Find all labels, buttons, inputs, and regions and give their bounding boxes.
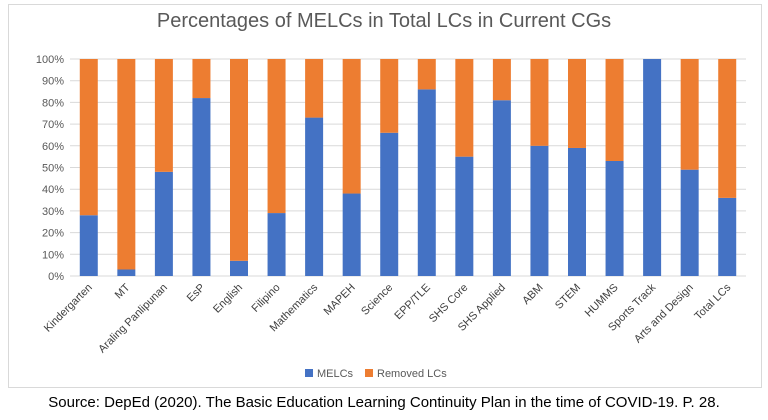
bar-removed-lcs bbox=[380, 59, 399, 133]
bar-melcs bbox=[455, 156, 474, 276]
bar-removed-lcs bbox=[417, 59, 436, 90]
bar-melcs bbox=[342, 193, 361, 276]
x-category-label: Science bbox=[359, 282, 395, 318]
bar-melcs bbox=[192, 98, 211, 276]
x-category-label: Total LCs bbox=[692, 281, 733, 322]
x-category-label: HUMMS bbox=[583, 282, 621, 320]
x-category-label: STEM bbox=[553, 282, 583, 312]
bar-melcs bbox=[79, 215, 98, 276]
bar-melcs bbox=[718, 197, 737, 276]
bar-removed-lcs bbox=[718, 59, 737, 198]
y-tick-label: 60% bbox=[42, 141, 64, 153]
legend: MELCs Removed LCs bbox=[305, 368, 447, 380]
y-tick-label: 40% bbox=[42, 184, 64, 196]
bar-removed-lcs bbox=[530, 59, 549, 146]
bar-melcs bbox=[492, 100, 511, 276]
bar-melcs bbox=[154, 171, 173, 276]
bar-melcs bbox=[605, 160, 624, 276]
bar-removed-lcs bbox=[230, 59, 248, 261]
bar-removed-lcs bbox=[267, 59, 286, 214]
bar-melcs bbox=[417, 89, 436, 276]
x-category-label: Kindergarten bbox=[42, 282, 95, 335]
source-caption: Source: DepEd (2020). The Basic Educatio… bbox=[48, 394, 720, 411]
bar-melcs bbox=[117, 269, 136, 276]
bar-removed-lcs bbox=[192, 59, 211, 99]
bar-melcs bbox=[680, 169, 699, 276]
bar-melcs bbox=[230, 260, 248, 276]
x-category-label: ABM bbox=[520, 282, 545, 307]
bar-removed-lcs bbox=[117, 59, 136, 270]
y-tick-label: 100% bbox=[36, 54, 64, 66]
legend-label: MELCs bbox=[317, 368, 354, 380]
y-tick-label: 80% bbox=[42, 97, 64, 109]
bar-removed-lcs bbox=[79, 59, 98, 216]
legend-swatch bbox=[365, 369, 373, 377]
bar-melcs bbox=[305, 117, 324, 276]
bar-melcs bbox=[267, 213, 286, 276]
x-category-label: Araling Panlipunan bbox=[96, 282, 170, 356]
bar-removed-lcs bbox=[605, 59, 624, 161]
bar-removed-lcs bbox=[342, 59, 361, 194]
y-tick-label: 10% bbox=[42, 249, 64, 261]
bar-removed-lcs bbox=[305, 59, 324, 118]
bars bbox=[79, 59, 737, 276]
bar-melcs bbox=[380, 132, 399, 276]
y-tick-label: 70% bbox=[42, 119, 64, 131]
bar-removed-lcs bbox=[680, 59, 699, 170]
bar-removed-lcs bbox=[492, 59, 511, 101]
bar-melcs bbox=[568, 147, 586, 276]
legend-swatch bbox=[305, 369, 313, 377]
gridlines bbox=[70, 58, 746, 277]
bar-melcs bbox=[643, 59, 662, 276]
bar-removed-lcs bbox=[154, 59, 173, 172]
bar-melcs bbox=[530, 145, 549, 276]
bar-removed-lcs bbox=[455, 59, 474, 157]
x-category-label: EsP bbox=[185, 282, 208, 305]
y-tick-label: 30% bbox=[42, 206, 64, 218]
y-tick-label: 90% bbox=[42, 76, 64, 88]
chart-title: Percentages of MELCs in Total LCs in Cur… bbox=[156, 10, 612, 32]
x-category-label: Filipino bbox=[250, 282, 283, 315]
x-category-label: English bbox=[211, 282, 245, 316]
y-tick-label: 0% bbox=[48, 271, 64, 283]
y-tick-label: 50% bbox=[42, 163, 64, 175]
legend-label: Removed LCs bbox=[377, 368, 447, 380]
x-category-label: MAPEH bbox=[322, 282, 358, 318]
x-category-label: MT bbox=[113, 281, 133, 301]
y-axis-ticks: 0% 10% 20% 30% 40% 50% 60% 70% 80% 90% 100% bbox=[36, 54, 64, 283]
bar-removed-lcs bbox=[568, 59, 586, 148]
y-tick-label: 20% bbox=[42, 228, 64, 240]
